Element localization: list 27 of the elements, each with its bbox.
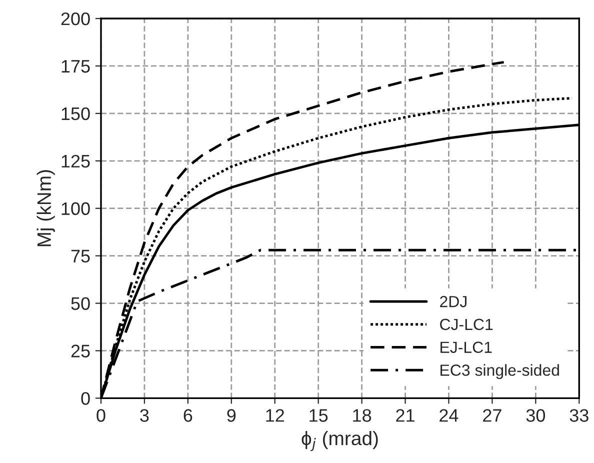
y-tick-label: 25 [71,344,90,358]
y-axis-title: Mj (kNm) [36,170,55,246]
x-tick-label: 0 [96,409,106,422]
x-tick-label: 3 [140,409,149,422]
legend-label: 2DJ [440,296,466,308]
x-tick-label: 9 [227,409,236,422]
x-tick-label: 12 [266,409,284,422]
x-tick-label: 6 [184,409,192,422]
x-tick-label: 27 [483,409,502,422]
x-tick-label: 21 [396,409,414,422]
y-tick-label: 125 [62,154,90,168]
legend-label: CJ-LC1 [440,318,493,330]
legend-label: EC3 single-sided [440,364,559,380]
y-tick-label: 0 [81,392,90,405]
x-tick-label: 30 [526,409,546,422]
legend-label: EJ-LC1 [440,342,492,353]
y-tick-label: 75 [71,250,90,263]
x-axis-title: ϕ$_{j}$ (mrad) [302,430,378,452]
y-tick-label: 175 [62,60,90,73]
y-tick-label: 100 [62,202,90,216]
x-tick-label: 18 [353,409,372,422]
y-tick-label: 150 [62,107,90,120]
x-tick-label: 24 [440,409,458,422]
x-tick-label: 15 [310,409,328,422]
x-tick-label: 33 [570,409,588,422]
y-tick-label: 200 [61,12,90,26]
y-tick-label: 50 [71,297,90,310]
